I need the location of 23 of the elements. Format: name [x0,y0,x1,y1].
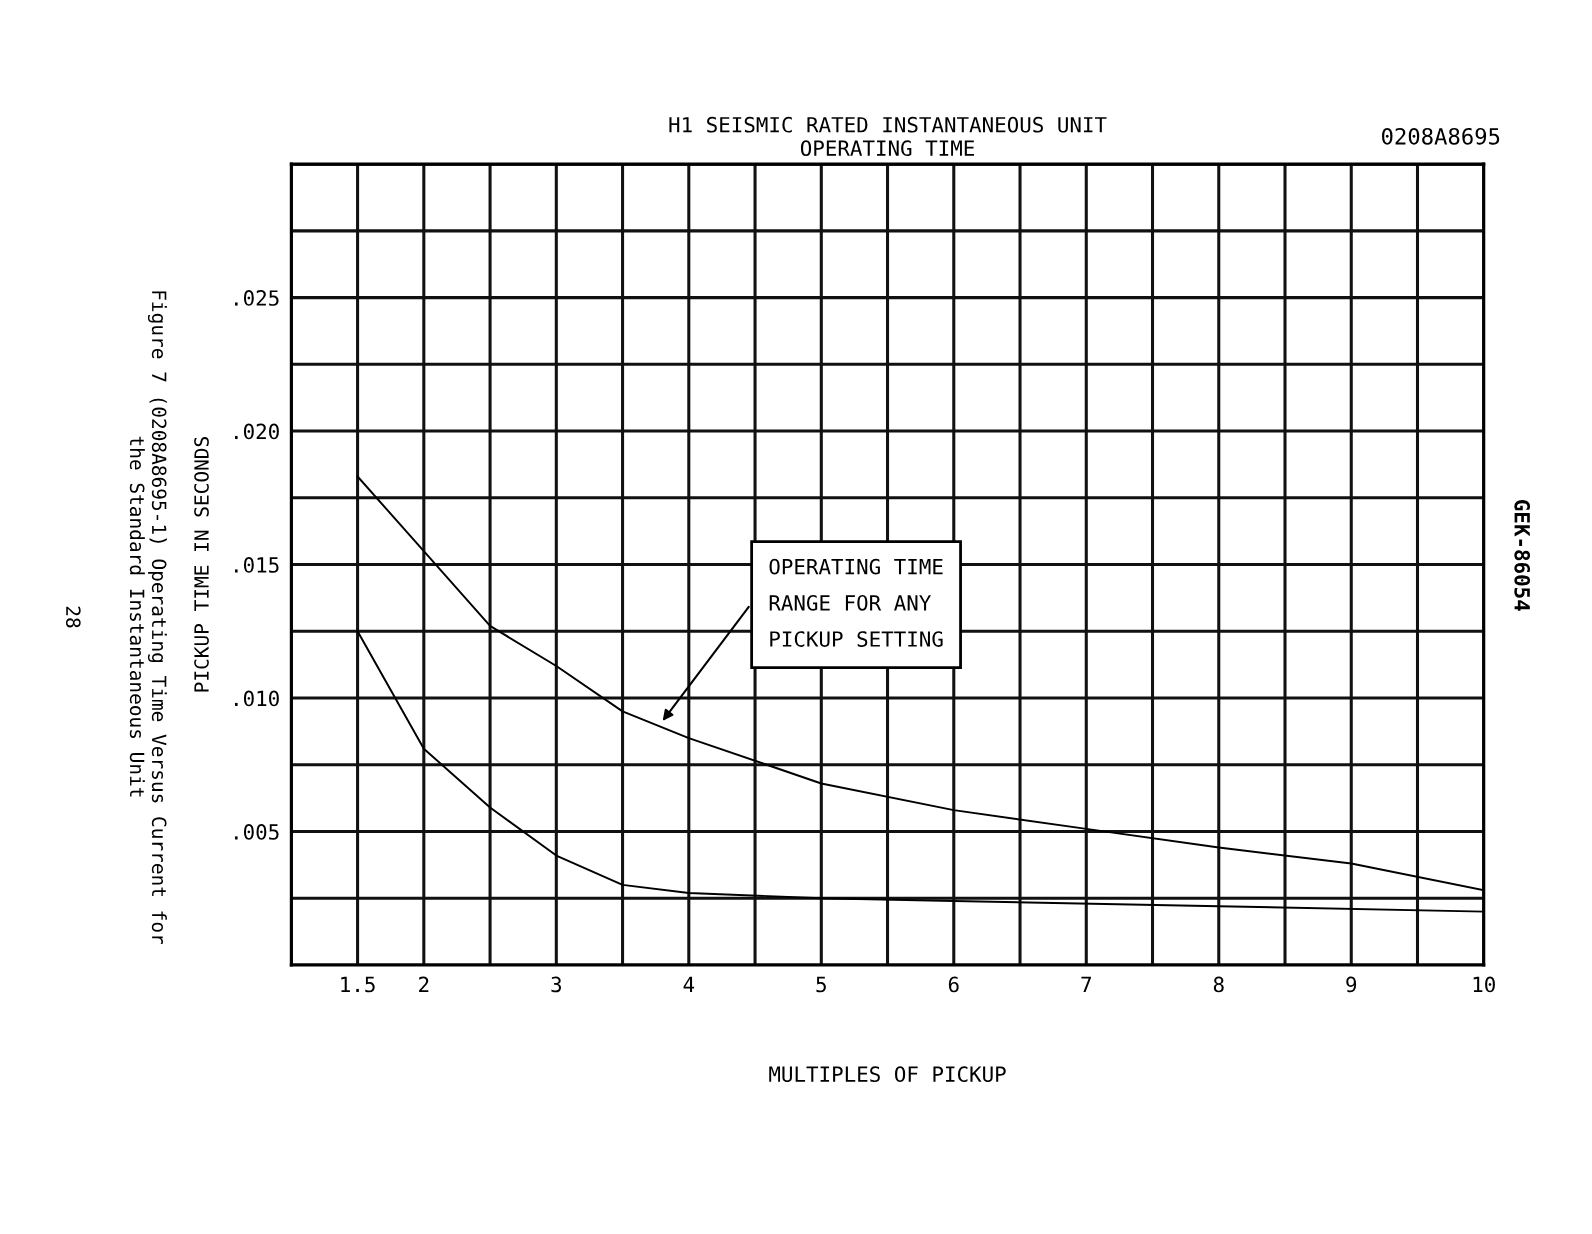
x-axis-title: MULTIPLES OF PICKUP [769,1066,1006,1083]
chart-title: H1 SEISMIC RATED INSTANTANEOUS UNIT OPERATING TIME [669,116,1107,157]
x-tick-label: 7 [1081,976,1091,993]
x-tick-label: 6 [948,976,959,993]
text: 0208A8695 [1382,127,1500,145]
y-tick-label: .015 [235,557,279,573]
x-tick-label: 3 [551,976,562,993]
y-axis-title: PICKUP TIME IN SECONDS [194,437,209,692]
y-tick-label: .005 [235,824,279,840]
x-tick-label: 4 [683,976,695,993]
annotation: OPERATING TIME RANGE FOR ANY PICKUP SETTING [769,558,943,647]
text: 28 [65,606,81,628]
y-tick-label: .020 [235,423,279,440]
caption: Figure 7 (0208A8695-1) Operating Time Versus Current for the Standard Instantaneous Unit [129,291,167,945]
x-tick-label: 1.5 [341,976,375,993]
y-tick-label: .010 [235,690,279,707]
x-tick-label: 5 [816,976,826,993]
text: GEK-86054 [1514,500,1531,611]
x-tick-label: 9 [1346,976,1357,993]
x-tick-label: 10 [1473,976,1495,993]
y-tick-label: .025 [235,290,279,306]
x-tick-label: 2 [419,976,429,993]
x-tick-label: 8 [1213,976,1224,993]
